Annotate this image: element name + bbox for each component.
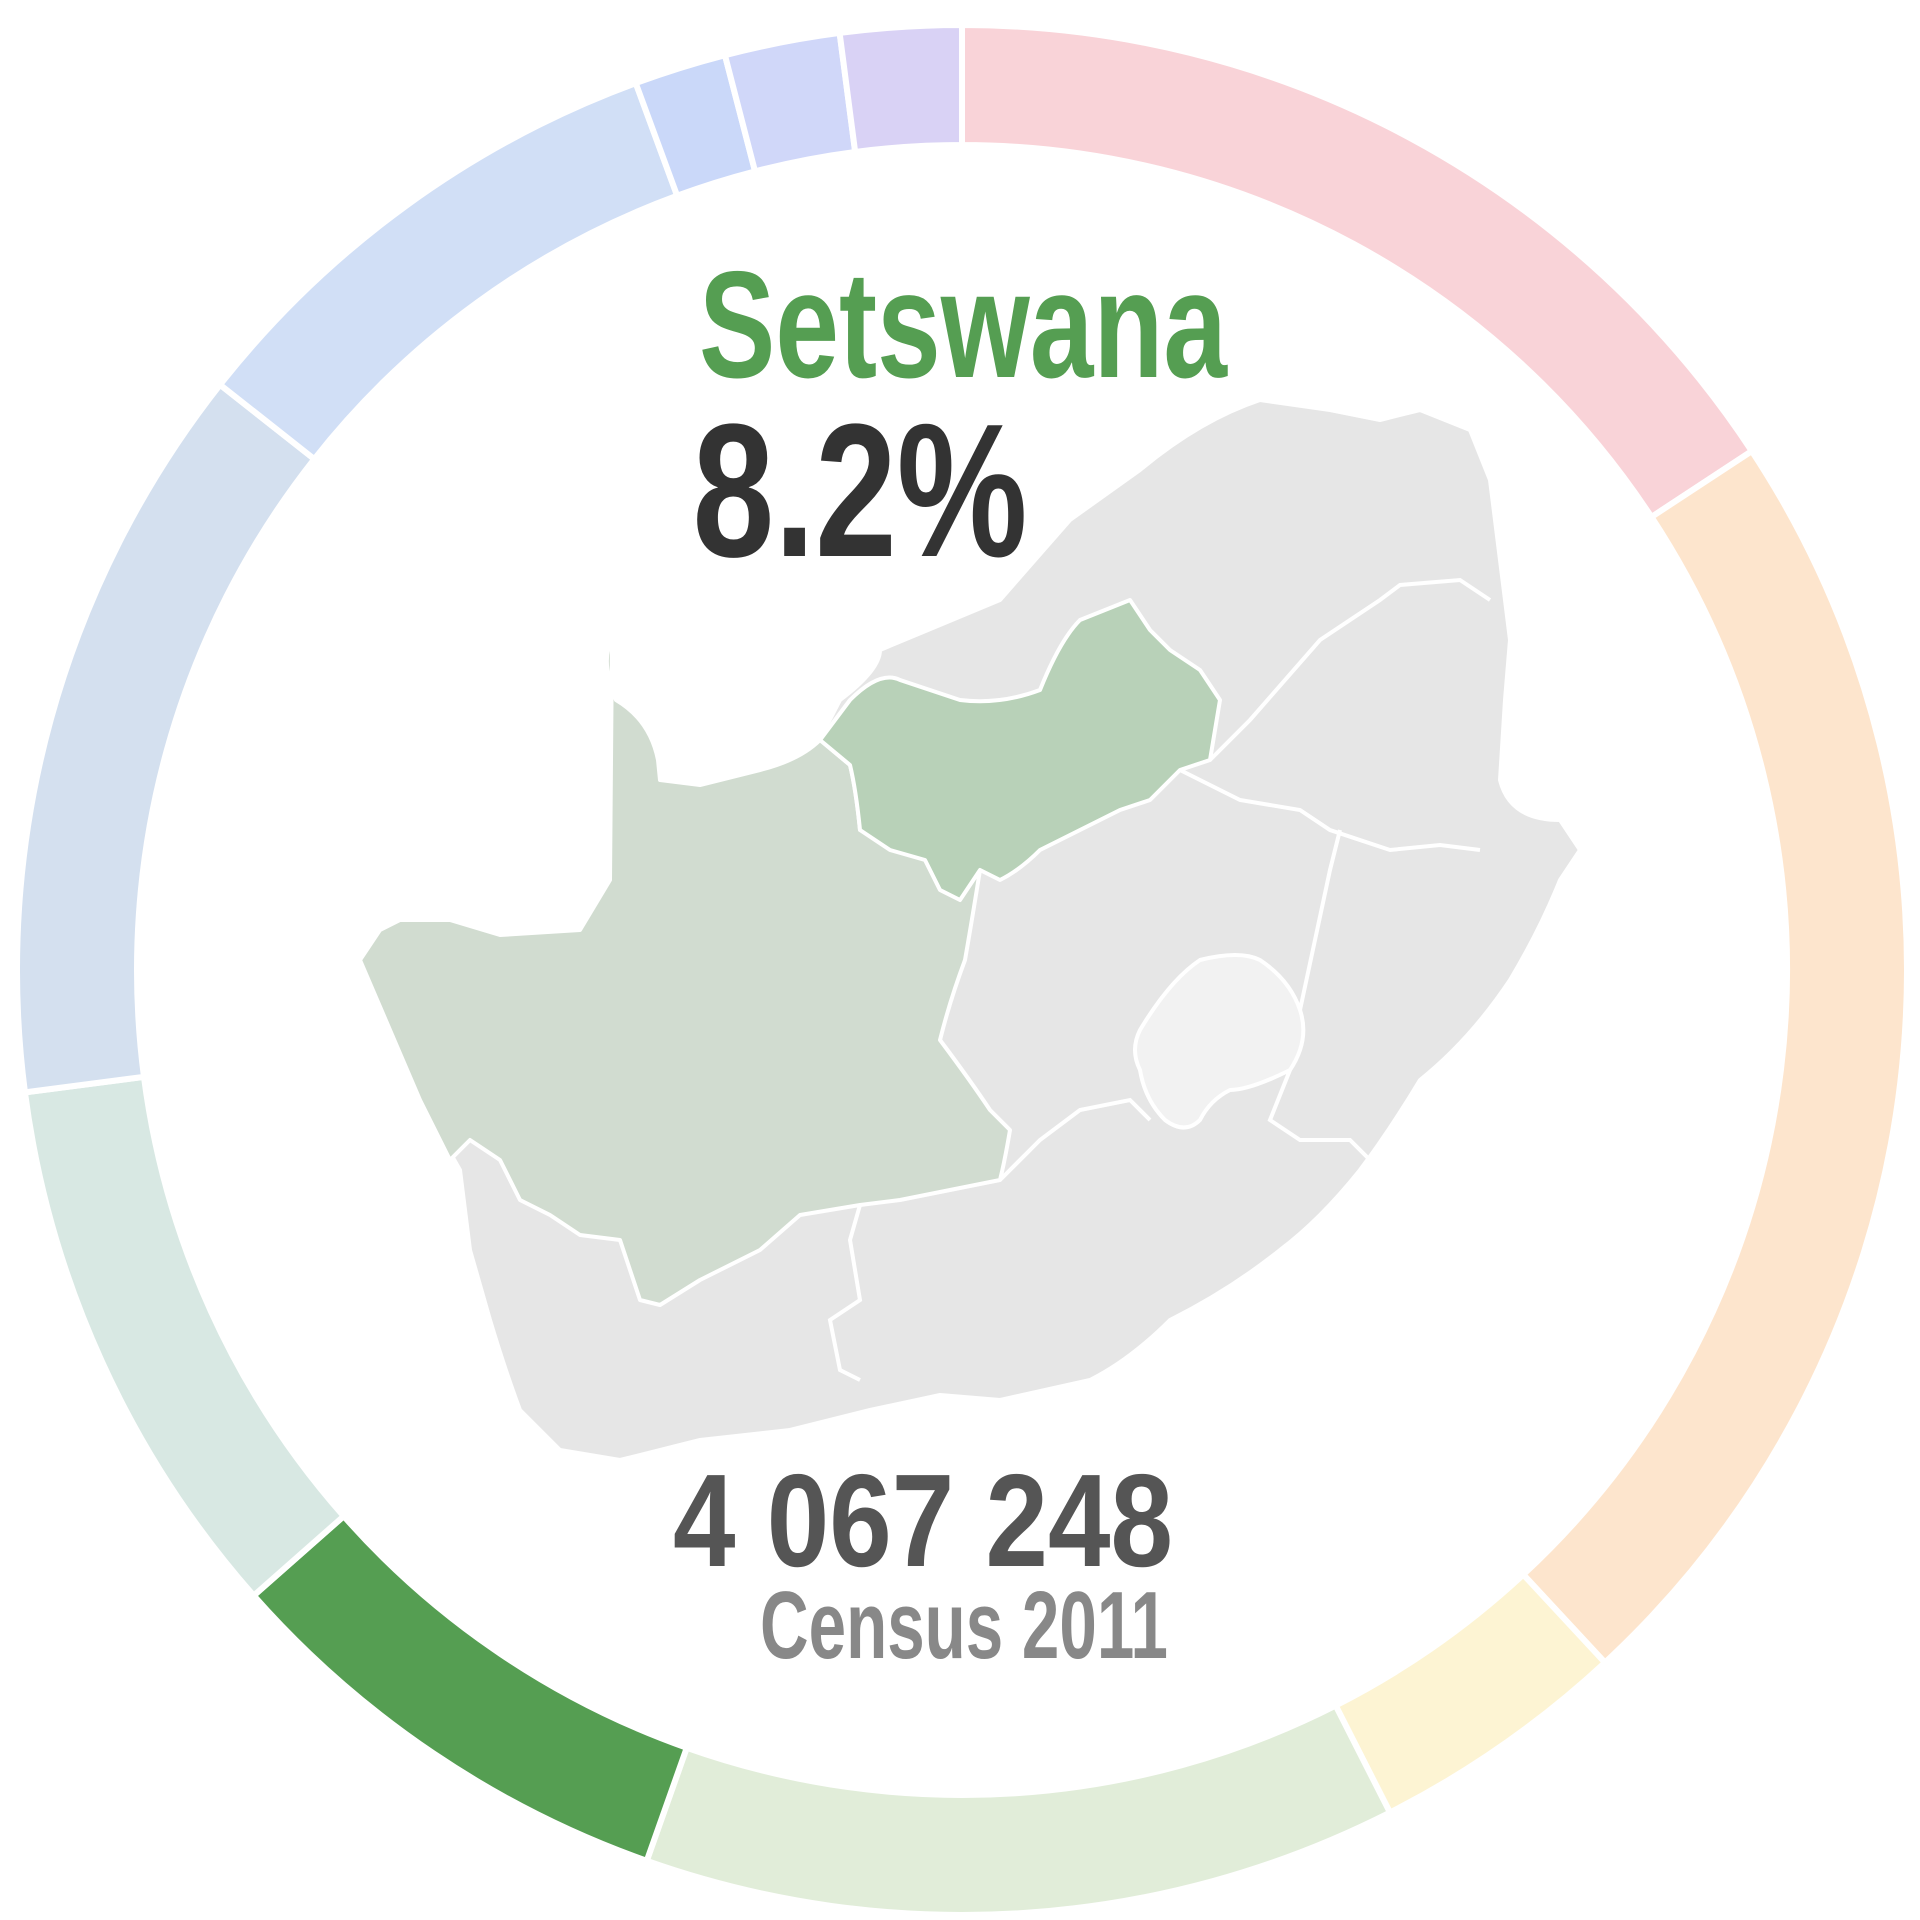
south-africa-map [358, 398, 1582, 1462]
source-label: Census 2011 [760, 1572, 1168, 1679]
map-region-northern-cape [358, 638, 1012, 1307]
donut-slice-7 [14, 380, 319, 1096]
donut-slice-2 [1519, 446, 1910, 1667]
donut-slice-8 [215, 79, 682, 464]
percentage-value: 8.2% [693, 385, 1028, 597]
donut-slice-11 [836, 21, 965, 156]
language-title: Setswana [699, 240, 1228, 410]
map-border-lines [827, 577, 1492, 1382]
map-lesotho [1133, 953, 1306, 1130]
map-region-north-west [818, 598, 1222, 902]
speaker-count: 4 067 248 [673, 1447, 1173, 1594]
donut-slice-4 [642, 1701, 1395, 1918]
donut-slice-6 [21, 1073, 348, 1600]
donut-slice-highlight-5 [249, 1511, 691, 1865]
language-donut-chart [14, 21, 1910, 1918]
